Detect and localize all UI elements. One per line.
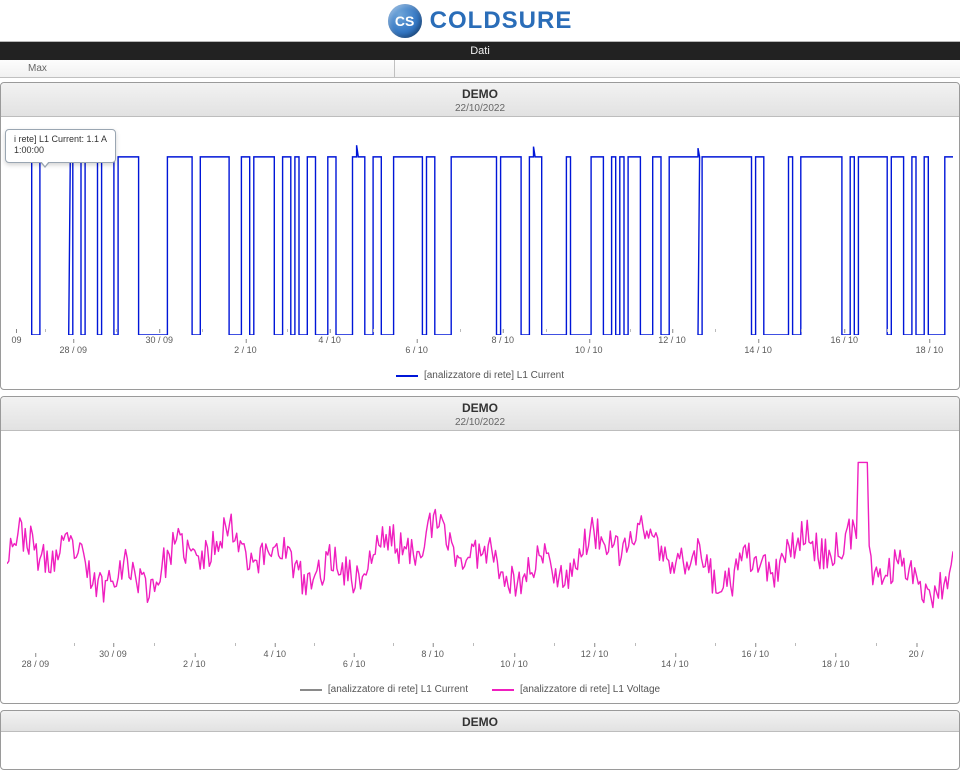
x-tick: 12 / 10 bbox=[658, 335, 686, 345]
x-tick: 16 / 10 bbox=[830, 335, 858, 345]
x-tick: 30 / 09 bbox=[146, 335, 174, 345]
panel-head: DEMO 22/10/2022 bbox=[1, 397, 959, 431]
x-tick: 4 / 10 bbox=[318, 335, 341, 345]
panel-head: DEMO 22/10/2022 bbox=[1, 83, 959, 117]
x-tick: 30 / 09 bbox=[99, 649, 127, 659]
x-tick: 10 / 10 bbox=[500, 659, 528, 669]
panel-title: DEMO bbox=[1, 87, 959, 101]
x-tick: 6 / 10 bbox=[343, 659, 366, 669]
x-tick: 14 / 10 bbox=[661, 659, 689, 669]
x-tick: 8 / 10 bbox=[491, 335, 514, 345]
app-header: CS COLDSURE bbox=[0, 0, 960, 42]
chart-legend: [analizzatore di rete] L1 Current bbox=[1, 370, 959, 381]
x-axis: 09 28 / 09 30 / 09 2 / 10 4 / 10 6 / 10 8 / 10… bbox=[7, 335, 953, 357]
x-tick: 18 / 10 bbox=[916, 345, 944, 355]
toolbar-right-cell[interactable] bbox=[395, 60, 960, 77]
chart-plot-voltage[interactable] bbox=[7, 437, 953, 649]
panel-subtitle: 22/10/2022 bbox=[1, 417, 959, 428]
x-tick: 6 / 10 bbox=[405, 345, 428, 355]
tab-bar: Dati bbox=[0, 42, 960, 60]
x-tick: 8 / 10 bbox=[421, 649, 444, 659]
brand: CS COLDSURE bbox=[388, 4, 573, 38]
legend-label: [analizzatore di rete] L1 Current bbox=[328, 684, 468, 695]
legend-label: [analizzatore di rete] L1 Current bbox=[424, 370, 564, 381]
x-tick: 14 / 10 bbox=[744, 345, 772, 355]
x-tick: 28 / 09 bbox=[59, 345, 87, 355]
panel-head: DEMO bbox=[1, 711, 959, 732]
toolbar: Max bbox=[0, 60, 960, 78]
chart-panel-voltage: DEMO 22/10/2022 28 / 09 30 / 09 2 / 10 4 / … bbox=[0, 396, 960, 704]
x-tick: 4 / 10 bbox=[263, 649, 286, 659]
legend-label: [analizzatore di rete] L1 Voltage bbox=[520, 684, 660, 695]
tooltip-line2: 1:00:00 bbox=[14, 145, 107, 156]
panel-title: DEMO bbox=[1, 715, 959, 729]
chart-legend: [analizzatore di rete] L1 Current [anali… bbox=[1, 684, 959, 695]
toolbar-max-label: Max bbox=[28, 63, 47, 74]
x-tick: 2 / 10 bbox=[234, 345, 257, 355]
x-tick: 28 / 09 bbox=[22, 659, 50, 669]
brand-badge-icon: CS bbox=[388, 4, 422, 38]
x-tick: 20 / bbox=[909, 649, 924, 659]
toolbar-left-cell[interactable]: Max bbox=[0, 60, 395, 77]
chart-panel-extra: DEMO bbox=[0, 710, 960, 770]
legend-item-current[interactable]: [analizzatore di rete] L1 Current bbox=[396, 370, 564, 381]
x-tick: 12 / 10 bbox=[581, 649, 609, 659]
x-axis: 28 / 09 30 / 09 2 / 10 4 / 10 6 / 10 8 / 10 10… bbox=[7, 649, 953, 671]
chart-plot-current[interactable] bbox=[7, 123, 953, 335]
chart-panel-current: DEMO 22/10/2022 i rete] L1 Current: 1.1 … bbox=[0, 82, 960, 390]
panel-title: DEMO bbox=[1, 401, 959, 415]
legend-item-current-grey[interactable]: [analizzatore di rete] L1 Current bbox=[300, 684, 468, 695]
x-tick: 09 bbox=[11, 335, 21, 345]
legend-swatch bbox=[300, 689, 322, 691]
legend-swatch bbox=[396, 375, 418, 377]
brand-name: COLDSURE bbox=[430, 7, 573, 35]
panel-subtitle: 22/10/2022 bbox=[1, 103, 959, 114]
tooltip-line1: i rete] L1 Current: 1.1 A bbox=[14, 134, 107, 145]
x-tick: 16 / 10 bbox=[742, 649, 770, 659]
x-tick: 2 / 10 bbox=[183, 659, 206, 669]
tab-active[interactable]: Dati bbox=[470, 45, 490, 57]
x-tick: 18 / 10 bbox=[822, 659, 850, 669]
x-tick: 10 / 10 bbox=[575, 345, 603, 355]
chart-tooltip: i rete] L1 Current: 1.1 A 1:00:00 bbox=[5, 129, 116, 163]
legend-swatch bbox=[492, 689, 514, 691]
legend-item-voltage[interactable]: [analizzatore di rete] L1 Voltage bbox=[492, 684, 660, 695]
